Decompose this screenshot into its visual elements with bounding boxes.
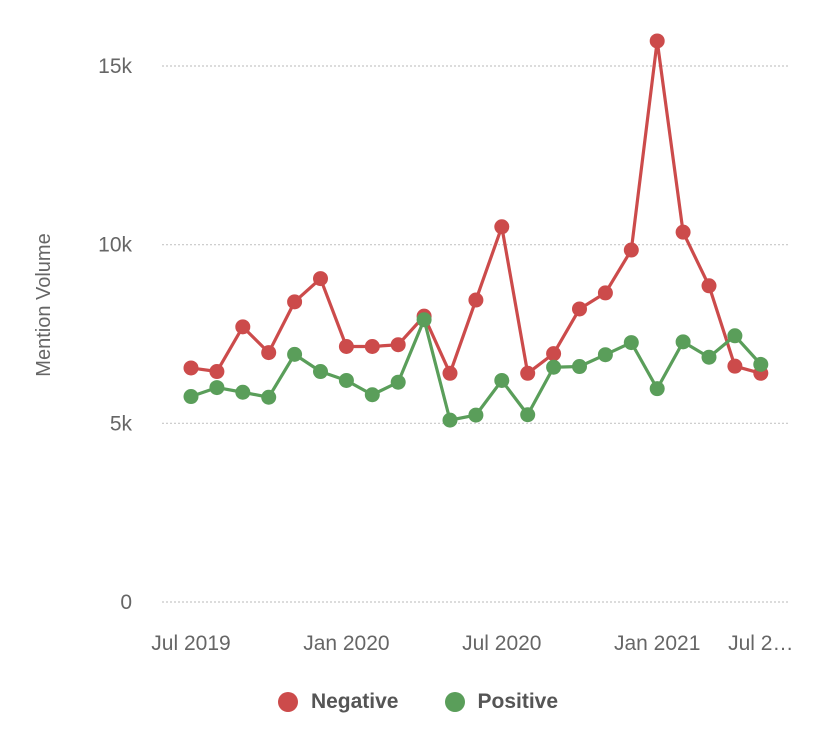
data-point-positive[interactable] [520,407,536,423]
data-point-positive[interactable] [572,359,587,375]
data-point-positive[interactable] [416,312,432,328]
line-chart: 0 5k 10k 15k Jul 2019 Jan 2020 Jul 2020 Jan 20… [33,33,793,655]
y-tick-label: 0 [120,591,132,614]
data-point-negative[interactable] [313,271,328,287]
grid-lines [162,65,790,603]
data-point-positive[interactable] [546,359,562,375]
y-tick-label: 15k [98,55,132,78]
data-point-negative[interactable] [701,278,717,294]
series-line-negative [190,39,762,375]
y-tick-label: 10k [98,234,132,257]
x-tick-label: Jan 2020 [303,632,389,655]
data-point-positive[interactable] [338,372,354,388]
x-axis-ticks: Jul 2019 Jan 2020 Jul 2020 Jan 2021 Jul 2… [151,632,793,655]
x-tick-label: Jul 2… [728,632,793,655]
data-point-negative[interactable] [183,360,199,376]
x-tick-label: Jul 2020 [462,632,541,655]
series-group [183,33,769,428]
data-point-negative[interactable] [390,337,406,353]
data-point-negative[interactable] [442,365,458,381]
data-point-negative[interactable] [494,219,510,235]
series-positive [183,312,769,428]
data-point-positive[interactable] [701,349,717,365]
data-point-positive[interactable] [468,407,484,423]
legend-marker-positive [444,692,465,712]
data-point-negative[interactable] [520,365,536,381]
x-tick-label: Jul 2019 [151,632,230,655]
data-point-negative[interactable] [235,319,251,335]
data-point-negative[interactable] [287,294,303,310]
data-point-negative[interactable] [546,346,562,362]
data-point-negative[interactable] [649,33,665,49]
data-point-negative[interactable] [623,242,639,258]
data-point-negative[interactable] [468,292,484,308]
legend-item-positive[interactable]: Positive [444,690,559,714]
data-point-positive[interactable] [390,374,406,390]
x-tick-label: Jan 2021 [614,632,700,655]
data-point-positive[interactable] [235,384,251,400]
data-point-positive[interactable] [494,372,510,388]
data-point-positive[interactable] [183,389,199,405]
data-point-negative[interactable] [597,285,613,301]
y-tick-label: 5k [110,412,133,435]
legend-label-positive: Positive [477,690,559,713]
legend-item-negative[interactable]: Negative [277,690,399,714]
data-point-negative[interactable] [572,301,587,317]
data-point-positive[interactable] [597,347,613,363]
data-point-negative[interactable] [209,364,225,380]
legend: Negative Positive [0,690,836,714]
data-point-negative[interactable] [364,339,380,355]
y-axis-label: Mention Volume [33,233,55,376]
data-point-positive[interactable] [209,380,225,396]
series-negative [183,33,769,381]
legend-marker-negative [277,692,298,712]
data-point-positive[interactable] [261,389,277,405]
y-axis-ticks: 0 5k 10k 15k [98,55,132,614]
data-point-positive[interactable] [313,364,328,380]
data-point-positive[interactable] [623,335,639,351]
data-point-positive[interactable] [287,346,303,362]
data-point-positive[interactable] [649,381,665,397]
data-point-negative[interactable] [675,224,691,240]
data-point-positive[interactable] [675,334,691,350]
data-point-negative[interactable] [261,345,277,361]
data-point-positive[interactable] [364,387,380,403]
data-point-negative[interactable] [727,358,743,374]
legend-label-negative: Negative [310,690,399,713]
data-point-positive[interactable] [753,356,769,372]
data-point-negative[interactable] [338,339,354,355]
data-point-positive[interactable] [442,412,458,428]
data-point-positive[interactable] [727,328,743,344]
